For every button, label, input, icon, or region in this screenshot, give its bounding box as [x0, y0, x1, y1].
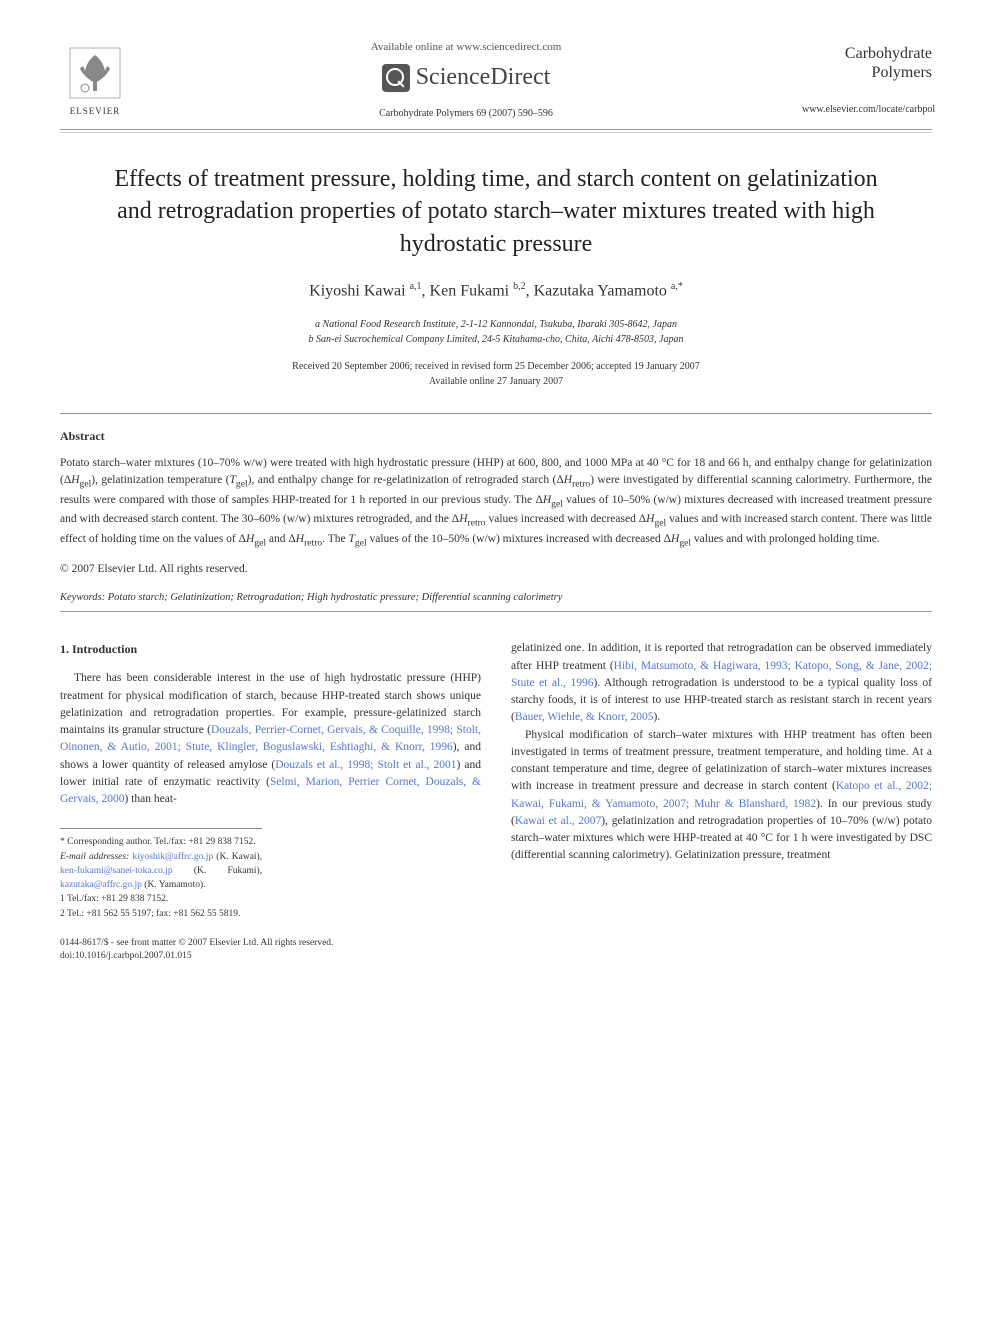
intro-paragraph-1-cont: gelatinized one. In addition, it is repo…: [511, 640, 932, 726]
journal-title-box: Carbohydrate Polymers www.elsevier.com/l…: [802, 44, 932, 116]
journal-name-line2: Polymers: [802, 63, 932, 82]
ref-link-5[interactable]: Bauer, Wiehle, & Knorr, 2005: [515, 711, 654, 723]
email-link-2[interactable]: ken-fukami@sanei-toka.co.jp: [60, 866, 173, 876]
ref-link-2[interactable]: Douzals et al., 1998; Stolt et al., 2001: [275, 759, 456, 771]
article-dates: Received 20 September 2006; received in …: [60, 359, 932, 389]
footer-front-matter: 0144-8617/$ - see front matter © 2007 El…: [60, 937, 932, 950]
article-title: Effects of treatment pressure, holding t…: [100, 163, 892, 260]
journal-header: ELSEVIER Available online at www.science…: [60, 40, 932, 121]
elsevier-label: ELSEVIER: [70, 105, 121, 118]
footer-doi: doi:10.1016/j.carbpol.2007.01.015: [60, 950, 932, 963]
keywords-label: Keywords:: [60, 592, 105, 603]
email-link-3[interactable]: kazutaka@affrc.go.jp: [60, 880, 142, 890]
keywords-text: Potato starch; Gelatinization; Retrograd…: [108, 592, 563, 603]
header-rule-thin: [60, 132, 932, 133]
column-right: gelatinized one. In addition, it is repo…: [511, 640, 932, 921]
header-rule-top: [60, 129, 932, 130]
affiliation-a: a National Food Research Institute, 2-1-…: [60, 317, 932, 332]
column-left: 1. Introduction There has been considera…: [60, 640, 481, 921]
sciencedirect-text: ScienceDirect: [416, 61, 551, 95]
intro-paragraph-2: Physical modification of starch–water mi…: [511, 727, 932, 865]
received-date: Received 20 September 2006; received in …: [60, 359, 932, 374]
author-1: Kiyoshi Kawai: [309, 282, 409, 299]
author-1-aff: a,1: [410, 281, 422, 292]
body-columns: 1. Introduction There has been considera…: [60, 640, 932, 921]
abstract-text: Potato starch–water mixtures (10–70% w/w…: [60, 455, 932, 551]
abstract-label: Abstract: [60, 428, 932, 445]
author-3: Kazutaka Yamamoto: [534, 282, 671, 299]
journal-url: www.elsevier.com/locate/carbpol: [802, 103, 932, 117]
sciencedirect-icon: [382, 64, 410, 92]
author-2: Ken Fukami: [430, 282, 514, 299]
copyright-line: © 2007 Elsevier Ltd. All rights reserved…: [60, 561, 932, 577]
author-3-aff: a,*: [671, 281, 683, 292]
abstract-rule-bottom: [60, 611, 932, 612]
email-link-1[interactable]: kiyoshik@affrc.go.jp: [132, 852, 213, 862]
footnotes: * Corresponding author. Tel./fax: +81 29…: [60, 828, 262, 921]
sciencedirect-logo: ScienceDirect: [130, 61, 802, 95]
intro-paragraph-1: There has been considerable interest in …: [60, 670, 481, 808]
footnote-1: 1 Tel./fax: +81 29 838 7152.: [60, 892, 262, 906]
elsevier-logo: ELSEVIER: [60, 40, 130, 120]
online-date: Available online 27 January 2007: [60, 374, 932, 389]
journal-name-line1: Carbohydrate: [802, 44, 932, 63]
corresponding-author: * Corresponding author. Tel./fax: +81 29…: [60, 835, 262, 849]
footer: 0144-8617/$ - see front matter © 2007 El…: [60, 937, 932, 964]
available-online-text: Available online at www.sciencedirect.co…: [130, 40, 802, 55]
author-2-aff: b,2: [513, 281, 526, 292]
elsevier-tree-icon: [65, 43, 125, 103]
email-line: E-mail addresses: kiyoshik@affrc.go.jp (…: [60, 850, 262, 893]
intro-heading: 1. Introduction: [60, 640, 481, 658]
footnote-2: 2 Tel.: +81 562 55 5197; fax: +81 562 55…: [60, 907, 262, 921]
abstract-rule-top: [60, 413, 932, 414]
affiliations: a National Food Research Institute, 2-1-…: [60, 317, 932, 347]
citation-line: Carbohydrate Polymers 69 (2007) 590–596: [130, 107, 802, 121]
center-header: Available online at www.sciencedirect.co…: [130, 40, 802, 121]
author-list: Kiyoshi Kawai a,1, Ken Fukami b,2, Kazut…: [60, 280, 932, 303]
affiliation-b: b San-ei Sucrochemical Company Limited, …: [60, 332, 932, 347]
ref-link-7[interactable]: Kawai et al., 2007: [515, 815, 601, 827]
keywords-line: Keywords: Potato starch; Gelatinization;…: [60, 591, 932, 606]
